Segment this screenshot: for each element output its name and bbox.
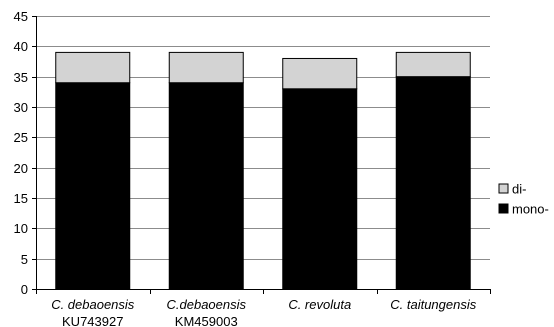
bar-segment-di (168, 51, 244, 84)
bars (55, 51, 471, 290)
bar-segment-mono (395, 76, 471, 290)
y-tick-label: 15 (14, 191, 28, 206)
bar-segment-di (395, 51, 471, 78)
category-label: C. debaoensis (51, 297, 135, 312)
y-tick-label: 35 (14, 70, 28, 85)
y-tick-label: 45 (14, 9, 28, 24)
legend: di-mono- (498, 182, 549, 217)
legend-label: di- (512, 182, 526, 197)
category-label: C. revoluta (288, 297, 351, 312)
legend-swatch (498, 183, 509, 194)
y-tick-label: 30 (14, 100, 28, 115)
axes (32, 16, 491, 294)
y-tick-label: 40 (14, 39, 28, 54)
x-category-labels: C. debaoensis KU743927 C.debaoensis KM45900… (51, 297, 477, 327)
y-tick-label: 10 (14, 221, 28, 236)
category-accession-label: KU743927 (62, 314, 123, 327)
y-tick-label: 25 (14, 130, 28, 145)
y-tick-labels: 0 5 10 15 20 25 30 35 40 45 (14, 9, 28, 297)
category-label: C. taitungensis (390, 297, 476, 312)
y-tick-label: 5 (21, 252, 28, 267)
legend-swatch (498, 203, 509, 214)
bar-segment-mono (168, 82, 244, 290)
category-accession-label: KM459003 (175, 314, 238, 327)
legend-label: mono- (512, 202, 549, 217)
category-label: C.debaoensis (167, 297, 247, 312)
y-tick-label: 20 (14, 161, 28, 176)
bar-segment-di (282, 57, 358, 90)
y-tick-label: 0 (21, 282, 28, 297)
bar-segment-mono (282, 88, 358, 290)
bar-segment-di (55, 51, 131, 84)
bar-segment-mono (55, 82, 131, 290)
